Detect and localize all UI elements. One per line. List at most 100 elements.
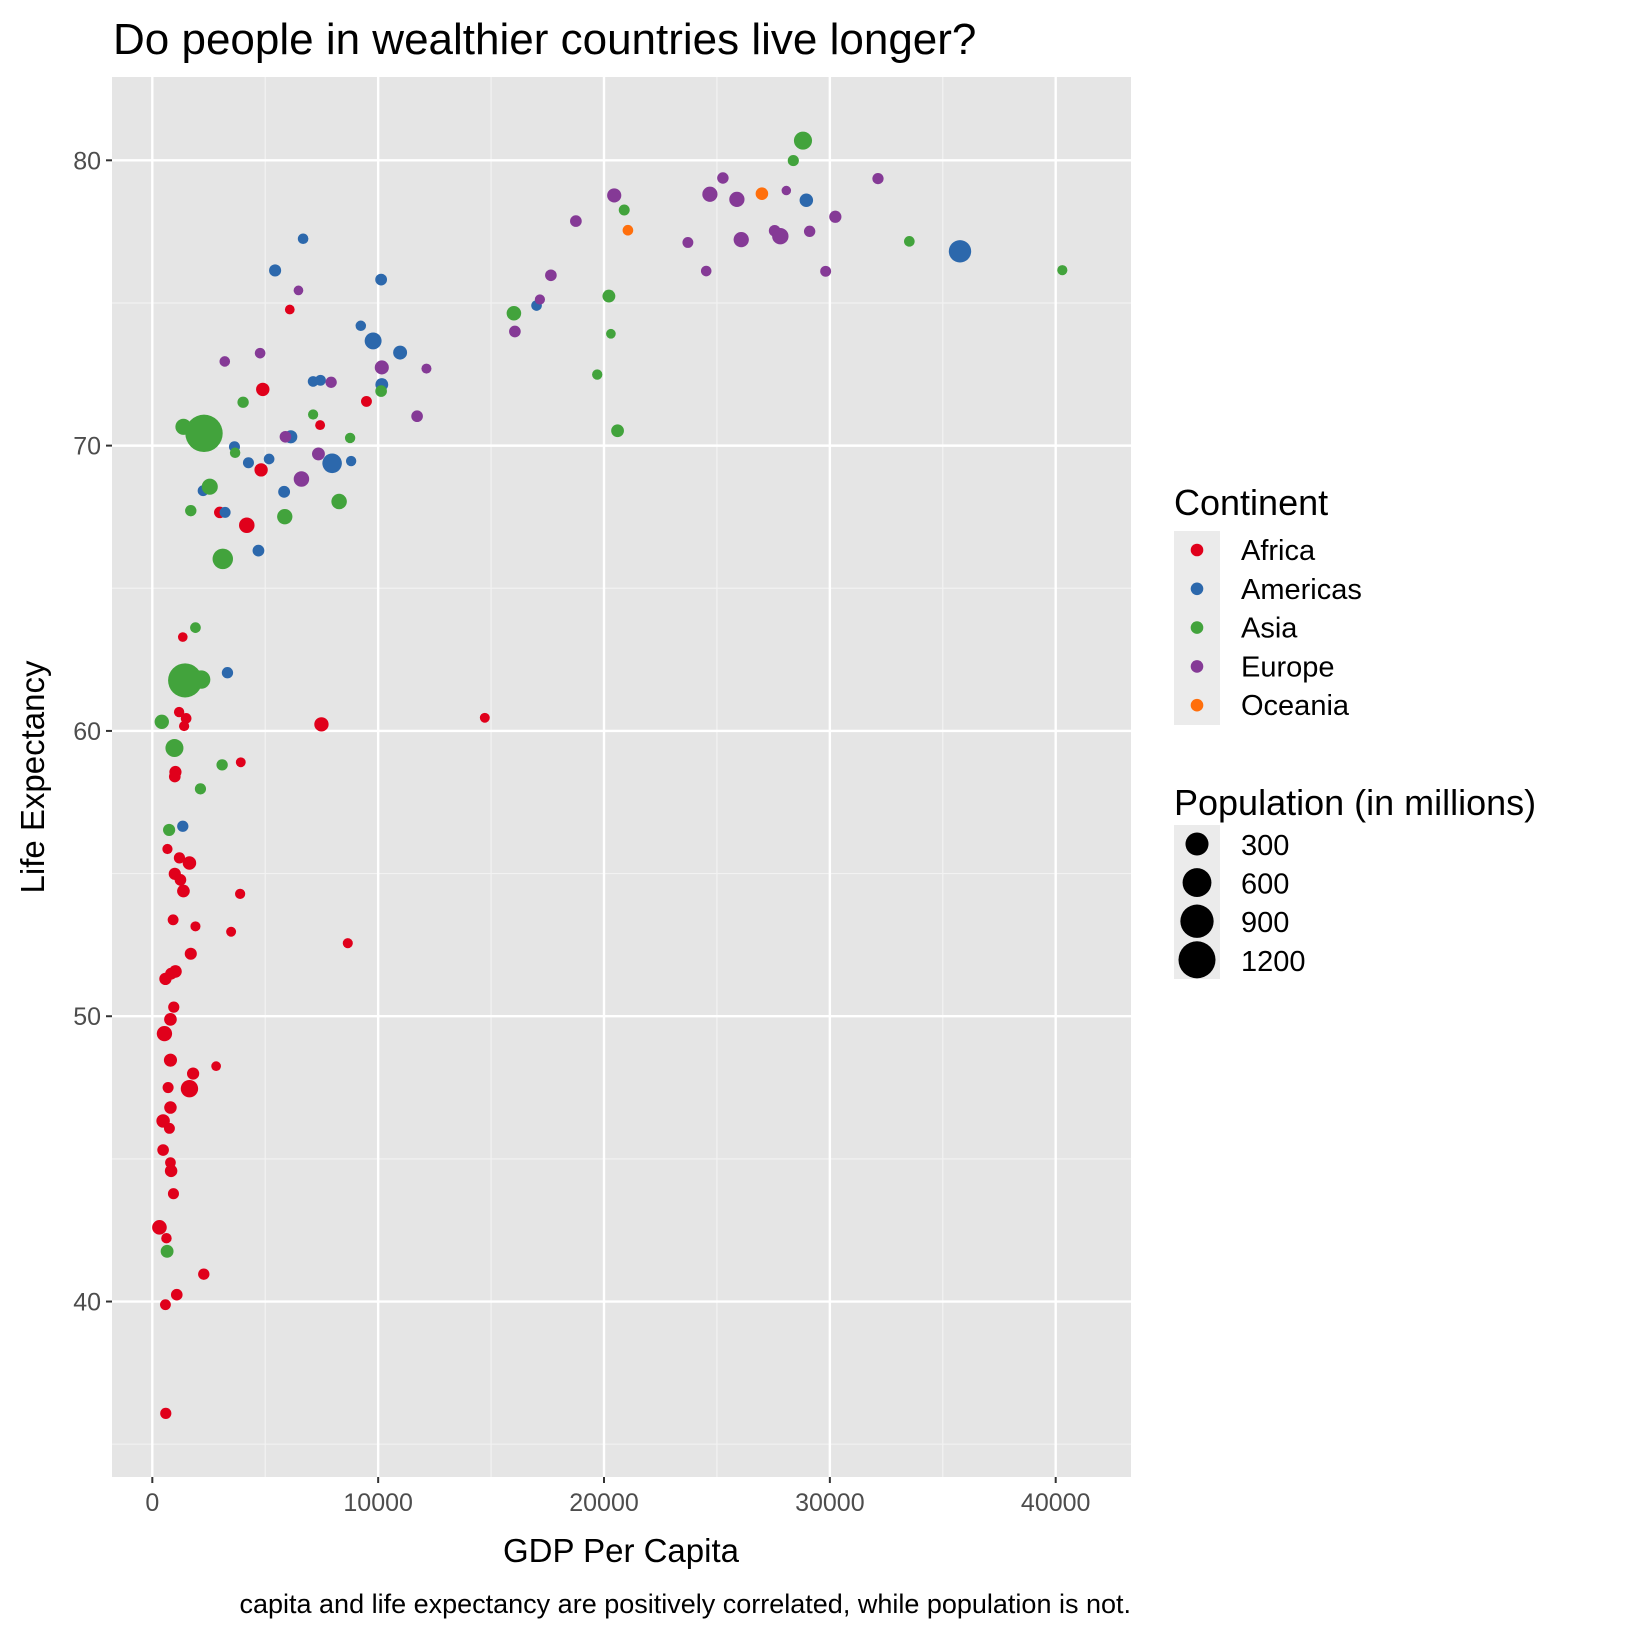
data-point-asia — [191, 670, 211, 689]
data-point-africa — [314, 717, 329, 732]
color-legend: Continent Africa Americas Asia Europe Oceani… — [1174, 482, 1362, 725]
legend-key-oceania — [1190, 698, 1204, 712]
data-point-asia — [592, 369, 603, 380]
data-point-europe — [700, 265, 712, 277]
data-point-asia — [375, 385, 387, 397]
data-point-asia — [185, 504, 197, 517]
data-point-americas — [315, 374, 326, 386]
y-tick-label: 60 — [73, 718, 101, 746]
y-tick-label: 70 — [73, 433, 101, 461]
data-point-americas — [263, 453, 275, 465]
data-point-africa — [342, 938, 353, 949]
data-point-asia — [277, 508, 293, 525]
data-point-europe — [293, 471, 310, 487]
data-point-africa — [161, 1232, 172, 1244]
data-point-africa — [174, 874, 187, 886]
legend-label-africa: Africa — [1241, 535, 1316, 567]
data-point-asia — [344, 432, 356, 444]
axes: 0 10000 20000 30000 40000 40 50 60 70 80 — [73, 147, 1090, 1517]
data-point-europe — [717, 172, 729, 184]
data-point-europe — [545, 269, 557, 282]
data-point-europe — [772, 228, 789, 245]
data-point-africa — [167, 1188, 179, 1200]
chart-caption: capita and life expectancy are positivel… — [239, 1589, 1131, 1619]
data-point-africa — [160, 1407, 172, 1419]
data-point-americas — [252, 544, 265, 557]
data-point-europe — [219, 356, 231, 367]
data-point-europe — [325, 376, 337, 388]
data-point-africa — [315, 420, 326, 431]
data-point-europe — [293, 285, 304, 296]
data-point-europe — [702, 186, 718, 202]
size-legend: Population (in millions) 300 600 900 1200 — [1174, 782, 1536, 979]
legend-label-asia: Asia — [1241, 613, 1298, 645]
data-point-africa — [163, 1122, 175, 1134]
data-point-africa — [177, 884, 190, 898]
y-axis-title: Life Expectancy — [14, 660, 51, 893]
data-point-africa — [164, 1101, 177, 1114]
data-point-americas — [297, 233, 309, 245]
data-point-africa — [173, 706, 185, 718]
data-point-americas — [799, 193, 814, 208]
legend-key-asia — [1190, 621, 1204, 634]
data-point-americas — [375, 273, 387, 286]
data-point-americas — [364, 332, 382, 350]
chart-title: Do people in wealthier countries live lo… — [113, 15, 976, 64]
data-point-americas — [322, 453, 342, 474]
legend-key-americas — [1190, 582, 1204, 596]
data-point-africa — [163, 1053, 178, 1067]
size-legend-label: 300 — [1241, 830, 1289, 862]
data-points — [152, 131, 1068, 1419]
data-point-africa — [162, 1082, 174, 1094]
data-point-africa — [156, 1025, 173, 1042]
gridlines — [112, 77, 1131, 1477]
x-tick-label: 0 — [145, 1489, 159, 1517]
data-point-africa — [179, 720, 190, 732]
size-legend-title: Population (in millions) — [1174, 782, 1536, 823]
data-point-europe — [820, 265, 832, 277]
x-tick-label: 20000 — [569, 1489, 639, 1517]
data-point-asia — [194, 783, 207, 795]
data-point-oceania — [622, 224, 634, 236]
size-legend-label: 900 — [1241, 907, 1289, 939]
data-point-africa — [254, 463, 268, 477]
data-point-americas — [242, 457, 254, 469]
size-legend-key — [1178, 941, 1216, 979]
data-point-africa — [164, 1164, 178, 1178]
legend-label-americas: Americas — [1241, 574, 1362, 606]
data-point-europe — [803, 225, 816, 238]
data-point-europe — [682, 237, 694, 248]
data-point-asia — [793, 131, 813, 150]
data-point-africa — [239, 517, 255, 533]
data-point-africa — [159, 972, 172, 986]
data-point-europe — [311, 447, 325, 461]
data-point-africa — [152, 1220, 167, 1235]
size-legend-label: 600 — [1241, 869, 1289, 901]
data-point-africa — [157, 1144, 169, 1156]
data-point-americas — [221, 667, 234, 679]
data-point-africa — [235, 888, 246, 899]
x-tick-label: 40000 — [1021, 1489, 1091, 1517]
data-point-africa — [284, 304, 295, 315]
y-tick-label: 80 — [73, 147, 101, 175]
plot-panel — [112, 77, 1131, 1477]
data-point-asia — [165, 739, 184, 758]
data-point-europe — [421, 363, 432, 374]
data-point-africa — [198, 1268, 210, 1280]
data-point-africa — [180, 1080, 199, 1098]
y-tick-label: 40 — [73, 1289, 101, 1317]
data-point-africa — [164, 1013, 177, 1026]
data-point-americas — [177, 820, 189, 832]
data-point-europe — [733, 231, 749, 248]
data-point-asia — [602, 289, 616, 303]
data-point-asia — [229, 447, 241, 458]
data-point-americas — [269, 264, 282, 277]
data-point-europe — [872, 172, 884, 185]
data-point-europe — [509, 325, 521, 338]
data-point-africa — [167, 914, 179, 926]
data-point-asia — [190, 622, 201, 633]
data-point-americas — [219, 506, 231, 518]
data-point-asia — [160, 1244, 174, 1258]
data-point-africa — [170, 1288, 183, 1301]
data-point-africa — [226, 926, 237, 937]
